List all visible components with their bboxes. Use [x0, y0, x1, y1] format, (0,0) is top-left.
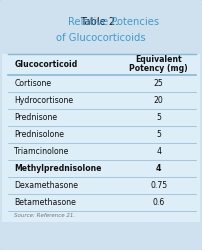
- Text: 25: 25: [154, 79, 163, 88]
- Text: Hydrocortisone: Hydrocortisone: [14, 96, 73, 105]
- Text: 5: 5: [156, 113, 161, 122]
- Text: Table 2.: Table 2.: [80, 17, 122, 27]
- Text: 4: 4: [156, 164, 161, 173]
- Text: Prednisolone: Prednisolone: [14, 130, 64, 139]
- Text: 0.6: 0.6: [153, 198, 165, 207]
- Text: 5: 5: [156, 130, 161, 139]
- Text: Relative Potencies: Relative Potencies: [43, 17, 159, 27]
- Bar: [2, 54, 200, 222]
- Text: Methylprednisolone: Methylprednisolone: [14, 164, 102, 173]
- Text: Triamcinolone: Triamcinolone: [14, 147, 68, 156]
- Text: Dexamethasone: Dexamethasone: [14, 181, 78, 190]
- Text: 4: 4: [156, 147, 161, 156]
- Text: Equivalent: Equivalent: [135, 56, 182, 64]
- Text: Glucocorticoid: Glucocorticoid: [14, 60, 77, 69]
- Text: of Glucocorticoids: of Glucocorticoids: [56, 33, 146, 43]
- Text: Cortisone: Cortisone: [14, 79, 51, 88]
- Text: Source: Reference 21.: Source: Reference 21.: [14, 213, 75, 218]
- Text: 0.75: 0.75: [150, 181, 167, 190]
- Text: Prednisone: Prednisone: [14, 113, 57, 122]
- Text: 20: 20: [154, 96, 163, 105]
- Text: Betamethasone: Betamethasone: [14, 198, 76, 207]
- Text: Potency (mg): Potency (mg): [129, 64, 188, 74]
